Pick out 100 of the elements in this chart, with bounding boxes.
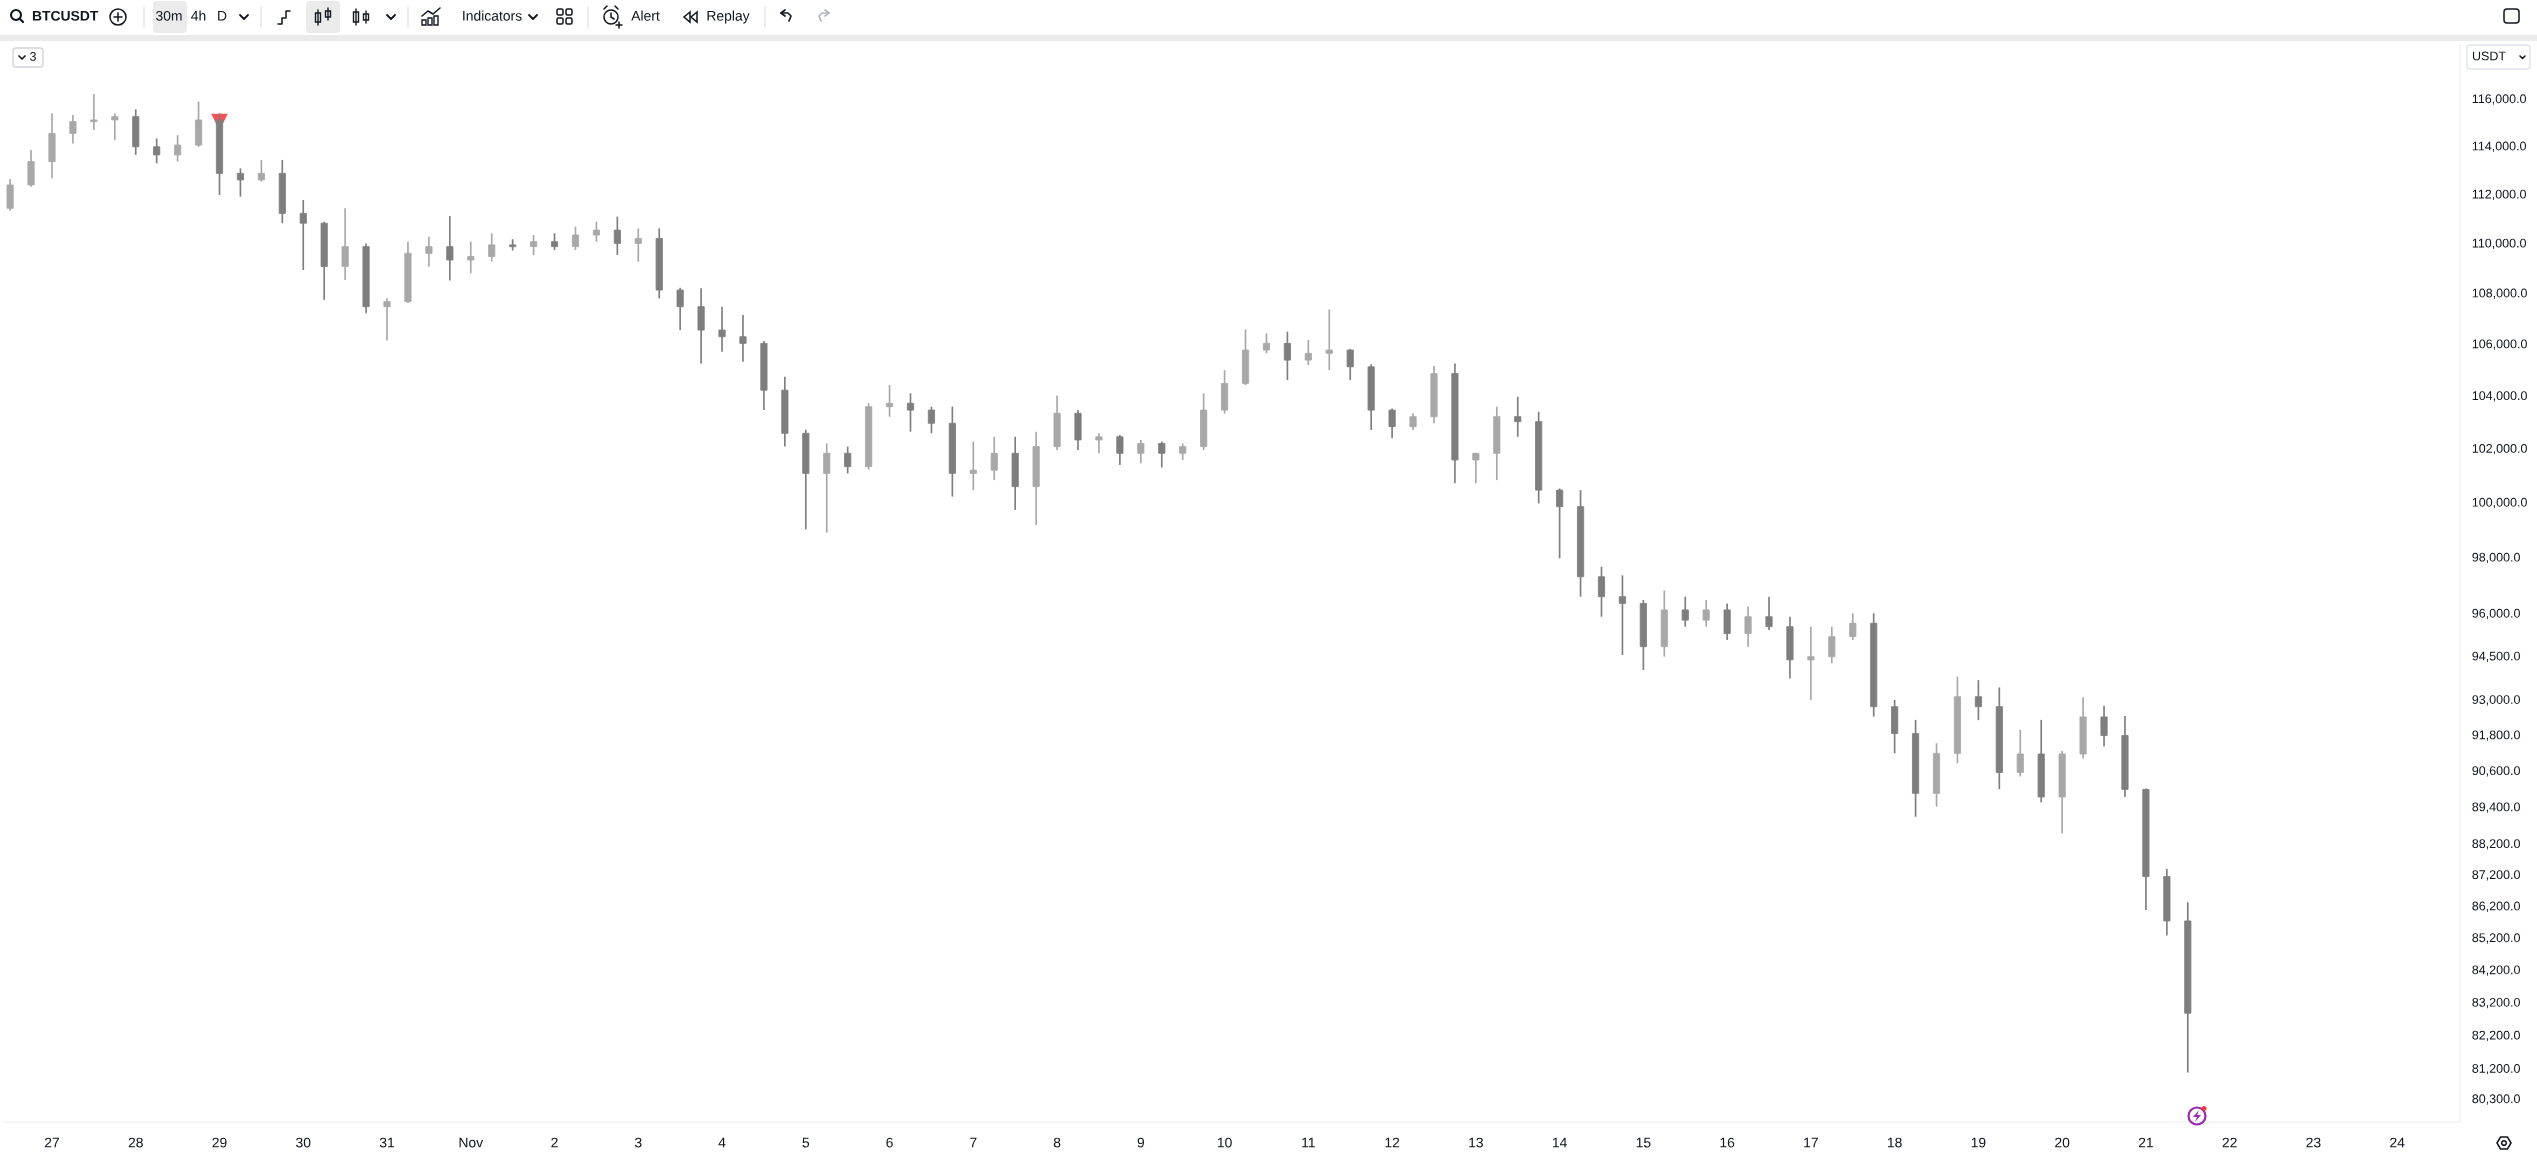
y-tick-label: 90,600.0	[2472, 766, 2520, 777]
y-tick-label: 89,400.0	[2472, 802, 2520, 813]
candlestick	[1325, 308, 1333, 372]
candlestick	[1116, 434, 1124, 466]
x-tick-label: 8	[1053, 1137, 1061, 1148]
y-tick-label: 112,000.0	[2472, 189, 2526, 201]
x-tick-label: 21	[2138, 1137, 2153, 1148]
x-tick-label: 31	[379, 1137, 395, 1148]
candlestick	[1765, 595, 1773, 631]
candlestick	[634, 227, 642, 263]
candlestick	[969, 440, 977, 491]
y-tick-label: 114,000.0	[2472, 141, 2526, 152]
candlestick	[425, 235, 433, 268]
candlestick	[1514, 395, 1522, 438]
candlestick	[1681, 595, 1689, 628]
y-tick-label: 82,200.0	[2472, 1030, 2520, 1042]
text: Replay	[707, 10, 750, 24]
candlestick	[592, 220, 600, 243]
x-tick-label: 11	[1302, 1137, 1315, 1148]
text: D	[218, 11, 227, 21]
candlestick	[1556, 487, 1564, 560]
candlestick	[1346, 347, 1354, 381]
x-tick-label: 16	[1720, 1137, 1735, 1148]
candlestick	[1304, 339, 1312, 366]
candlestick	[530, 234, 538, 256]
x-tick-label: 23	[2306, 1137, 2321, 1148]
candlestick	[27, 149, 35, 188]
x-tick-label: 13	[1469, 1137, 1483, 1148]
x-tick-label: 28	[128, 1137, 143, 1148]
candlestick	[1849, 612, 1857, 641]
y-tick-label: 102,000.0	[2472, 444, 2527, 455]
text: Alert	[631, 10, 660, 21]
x-tick-label: Nov	[459, 1137, 484, 1148]
candlestick	[1744, 605, 1752, 648]
x-tick-label: 30	[296, 1137, 311, 1148]
chart-title: BTCUSDT	[32, 10, 99, 21]
y-tick-label: 85,200.0	[2472, 933, 2520, 944]
candlestick	[739, 314, 747, 363]
y-tick-label: 81,200.0	[2472, 1064, 2520, 1075]
candlestick	[1597, 565, 1606, 618]
candlestick	[1807, 625, 1815, 701]
candlestick	[6, 178, 14, 212]
y-tick-label: 106,000.0	[2472, 339, 2527, 350]
candlestick	[718, 305, 726, 353]
x-tick-label: 10	[1217, 1137, 1232, 1148]
candlestick	[990, 435, 998, 481]
candlestick	[111, 112, 119, 141]
candlestick	[488, 232, 496, 263]
candlestick	[823, 442, 831, 534]
y-tick-label: 93,000.0	[2472, 695, 2520, 706]
y-tick-label: 108,000.0	[2472, 288, 2527, 299]
y-tick-label: 87,200.0	[2472, 870, 2520, 881]
candlestick	[1702, 599, 1710, 628]
candlestick	[236, 167, 244, 198]
y-tick-label: 88,200.0	[2472, 839, 2520, 850]
candlestick	[1283, 330, 1291, 381]
candlestick	[341, 207, 349, 281]
x-tick-label: 18	[1887, 1137, 1902, 1148]
x-tick-label: 20	[2055, 1137, 2070, 1148]
y-tick-label: 100,000.0	[2472, 497, 2527, 509]
candlestick	[1137, 439, 1145, 465]
candlestick	[844, 445, 852, 475]
candlestick	[906, 392, 915, 433]
x-tick-label: 22	[2222, 1137, 2237, 1148]
x-tick-label: 24	[2390, 1137, 2405, 1148]
candlestick	[1158, 440, 1166, 469]
x-tick-label: 17	[1804, 1137, 1818, 1148]
candlestick	[613, 215, 621, 256]
candlestick	[174, 134, 182, 163]
y-tick-label: 110,000.0	[2472, 238, 2526, 250]
annotation: 3	[30, 52, 36, 61]
text: 4h	[191, 10, 206, 21]
x-tick-label: 29	[212, 1137, 227, 1148]
candlestick	[927, 405, 935, 435]
y-tick-label: 91,800.0	[2472, 730, 2520, 741]
y-tick-label: 98,000.0	[2472, 552, 2520, 564]
x-tick-label: 14	[1552, 1137, 1567, 1148]
candlestick	[676, 286, 684, 331]
candlestick	[299, 199, 307, 271]
candlestick	[886, 384, 894, 418]
candlestick	[1828, 625, 1836, 665]
candlestick	[257, 159, 265, 183]
candlestick	[1723, 602, 1731, 641]
candlestick	[1974, 679, 1982, 722]
x-tick-label: 27	[44, 1137, 60, 1148]
candlestick	[90, 93, 98, 131]
y-tick-label: 96,000.0	[2472, 608, 2520, 620]
candlestick	[383, 297, 391, 342]
candlestick	[2100, 704, 2108, 748]
candlestick	[1095, 432, 1103, 455]
x-tick-label: 9	[1137, 1137, 1145, 1148]
x-tick-label: 2	[551, 1137, 558, 1148]
y-tick-label: 83,200.0	[2472, 997, 2520, 1009]
y-axis-title: USDT	[2472, 51, 2506, 61]
candlestick	[2016, 729, 2024, 778]
candlestick	[1472, 452, 1480, 485]
x-tick-label: 5	[802, 1137, 810, 1148]
candlestick	[153, 137, 161, 165]
text: 30m	[156, 10, 182, 21]
candlestick	[446, 215, 454, 282]
